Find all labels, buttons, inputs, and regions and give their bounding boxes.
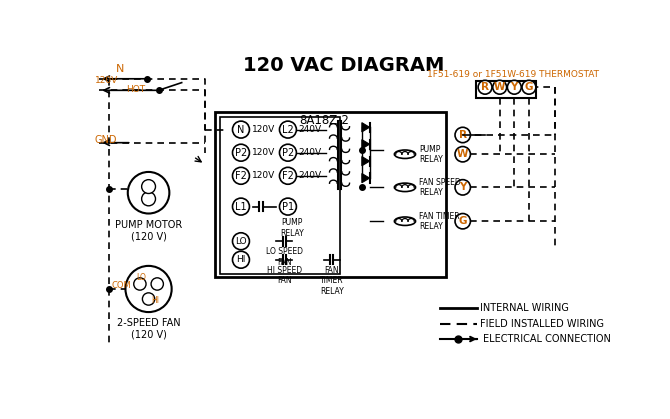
Circle shape (279, 144, 296, 161)
Circle shape (125, 266, 172, 312)
Ellipse shape (395, 150, 415, 158)
Text: ELECTRICAL CONNECTION: ELECTRICAL CONNECTION (483, 334, 610, 344)
Text: HOT: HOT (126, 85, 145, 94)
Text: P2: P2 (235, 147, 247, 158)
Text: Y: Y (459, 182, 466, 192)
Text: 240V: 240V (299, 148, 322, 157)
Circle shape (232, 251, 249, 268)
Text: Y: Y (511, 82, 518, 92)
Text: 1F51-619 or 1F51W-619 THERMOSTAT: 1F51-619 or 1F51W-619 THERMOSTAT (427, 70, 599, 78)
Text: 2-SPEED FAN
(120 V): 2-SPEED FAN (120 V) (117, 318, 180, 340)
Polygon shape (362, 157, 370, 166)
Bar (215, 112, 446, 277)
Text: LO: LO (235, 237, 247, 246)
Circle shape (232, 198, 249, 215)
Circle shape (455, 147, 470, 162)
Circle shape (279, 198, 296, 215)
Circle shape (143, 293, 155, 305)
Circle shape (232, 233, 249, 250)
Circle shape (455, 214, 470, 229)
Text: 8A18Z-2: 8A18Z-2 (299, 114, 349, 127)
Circle shape (507, 80, 521, 94)
Text: FIELD INSTALLED WIRING: FIELD INSTALLED WIRING (480, 318, 604, 328)
Text: F2: F2 (282, 171, 294, 181)
Text: HI: HI (151, 296, 159, 305)
Text: L2: L2 (282, 124, 294, 134)
Text: F2: F2 (235, 171, 247, 181)
Text: P2: P2 (282, 147, 294, 158)
Circle shape (522, 80, 536, 94)
Circle shape (134, 278, 146, 290)
Text: 120 VAC DIAGRAM: 120 VAC DIAGRAM (243, 57, 444, 75)
Text: R: R (481, 82, 489, 92)
Circle shape (232, 167, 249, 184)
Circle shape (141, 192, 155, 206)
Text: FAN SPEED
RELAY: FAN SPEED RELAY (419, 178, 460, 197)
Text: W: W (494, 82, 505, 92)
Text: GND: GND (94, 134, 117, 145)
Text: HI: HI (237, 255, 246, 264)
Circle shape (141, 180, 155, 194)
Polygon shape (362, 140, 370, 149)
Ellipse shape (395, 183, 415, 191)
Text: HI SPEED
FAN: HI SPEED FAN (267, 266, 302, 285)
Text: W: W (457, 149, 468, 159)
Text: 120V: 120V (252, 171, 275, 180)
Text: PUMP
RELAY: PUMP RELAY (280, 218, 304, 238)
Circle shape (232, 144, 249, 161)
Polygon shape (362, 123, 370, 132)
Ellipse shape (395, 217, 415, 225)
Text: 120V: 120V (252, 148, 275, 157)
Text: LO SPEED
FAN: LO SPEED FAN (265, 247, 303, 267)
Text: LO: LO (137, 273, 147, 282)
Circle shape (478, 80, 492, 94)
Text: N: N (116, 64, 124, 74)
Text: COM: COM (112, 281, 131, 290)
Text: 240V: 240V (299, 171, 322, 180)
Circle shape (455, 127, 470, 143)
Text: 240V: 240V (299, 125, 322, 134)
Circle shape (492, 80, 507, 94)
Text: N: N (237, 124, 245, 134)
Circle shape (455, 180, 470, 195)
Text: R: R (459, 130, 467, 140)
Text: G: G (525, 82, 533, 92)
Circle shape (151, 278, 163, 290)
Text: FAN TIMER
RELAY: FAN TIMER RELAY (419, 212, 460, 231)
Text: P1: P1 (282, 202, 294, 212)
Text: PUMP MOTOR
(120 V): PUMP MOTOR (120 V) (115, 220, 182, 241)
Circle shape (128, 172, 170, 214)
Text: INTERNAL WIRING: INTERNAL WIRING (480, 303, 569, 313)
Text: PUMP
RELAY: PUMP RELAY (419, 145, 443, 164)
Text: FAN
TIMER
RELAY: FAN TIMER RELAY (320, 266, 344, 296)
Circle shape (279, 121, 296, 138)
Polygon shape (362, 173, 370, 183)
Circle shape (279, 167, 296, 184)
Text: 120V: 120V (252, 125, 275, 134)
Circle shape (232, 121, 249, 138)
Bar (220, 117, 340, 274)
Text: L1: L1 (235, 202, 247, 212)
Bar (476, 81, 536, 98)
Text: 120V: 120V (94, 76, 118, 85)
Text: G: G (458, 216, 467, 226)
